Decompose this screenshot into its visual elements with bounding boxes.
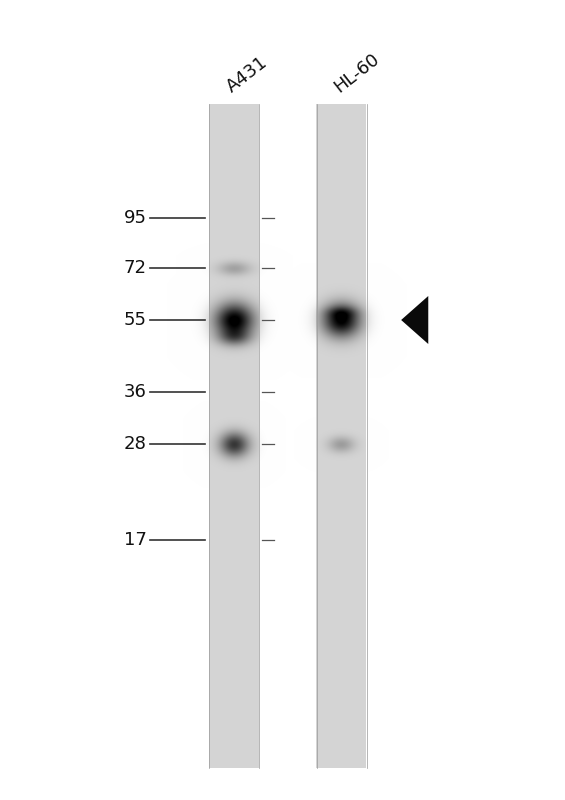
Text: 28: 28 [124,435,147,453]
Text: A431: A431 [223,53,271,96]
Text: HL-60: HL-60 [331,50,383,96]
Text: 72: 72 [124,259,147,277]
Text: 36: 36 [124,383,147,401]
Text: 55: 55 [124,311,147,329]
Polygon shape [401,296,428,344]
Text: 95: 95 [124,209,147,226]
Text: 17: 17 [124,531,147,549]
